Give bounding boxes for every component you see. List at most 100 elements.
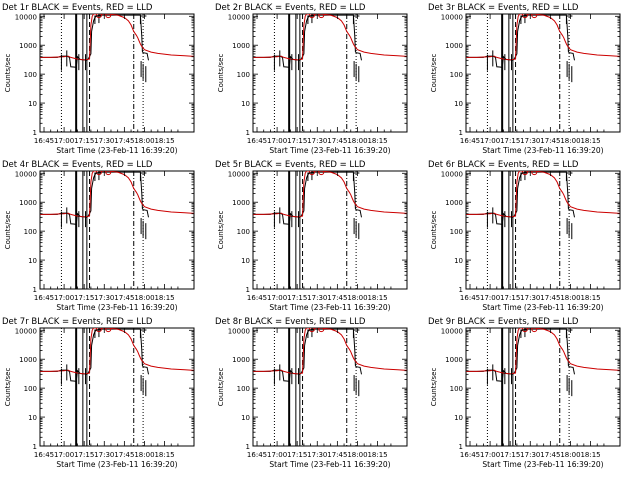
lld-circle-marker (521, 171, 528, 176)
x-tick-label: 17:45 (114, 137, 134, 145)
panel-title: Det 6r BLACK = Events, RED = LLD (428, 160, 579, 170)
x-tick-label: 17:00 (267, 451, 287, 459)
y-tick-label: 10000 (228, 170, 250, 178)
y-tick-label: 1 (33, 286, 37, 294)
y-axis-label: Counts/sec (4, 54, 12, 93)
x-tick-label: 17:30 (520, 137, 540, 145)
x-tick-label: 18:15 (154, 294, 174, 302)
lld-series-line (253, 328, 407, 375)
x-tick-label: 17:15 (287, 451, 307, 459)
x-tick-label: 18:15 (580, 451, 600, 459)
x-tick-label: 17:30 (520, 451, 540, 459)
chart-panel-2: Det 2r BLACK = Events, RED = LLD 1 10 100 10… (215, 3, 408, 155)
plot-area (40, 328, 194, 446)
x-tick-label: 17:45 (114, 451, 134, 459)
x-tick-label: 18:15 (367, 294, 387, 302)
x-tick-label: 18:00 (347, 451, 367, 459)
x-tick-label: 16:45 (460, 451, 480, 459)
plot-area (466, 328, 620, 446)
lld-series-line (253, 171, 407, 218)
plot-frame (465, 13, 621, 133)
x-tick-label: 17:45 (327, 294, 347, 302)
x-tick-label: 18:15 (367, 137, 387, 145)
x-tick-label: 17:15 (74, 294, 94, 302)
panel-title: Det 1r BLACK = Events, RED = LLD (2, 3, 153, 13)
x-tick-label: 16:45 (460, 294, 480, 302)
events-series-line (40, 328, 149, 383)
y-tick-label: 10000 (441, 327, 463, 335)
x-tick-label: 17:00 (54, 137, 74, 145)
plot-area (466, 14, 620, 132)
plot-area (253, 171, 407, 289)
x-tick-label: 17:00 (480, 137, 500, 145)
y-tick-label: 1000 (19, 356, 37, 364)
lld-circle-marker (531, 171, 538, 176)
top-bracket (94, 172, 101, 181)
y-tick-label: 1000 (445, 42, 463, 50)
y-axis-label: Counts/sec (4, 368, 12, 407)
panel-title: Det 7r BLACK = Events, RED = LLD (2, 317, 153, 327)
x-tick-label: 17:30 (94, 294, 114, 302)
y-tick-label: 100 (24, 228, 37, 236)
x-tick-label: 16:45 (460, 137, 480, 145)
lld-circle-marker (318, 171, 325, 176)
y-tick-label: 1000 (19, 199, 37, 207)
plot-frame (39, 13, 195, 133)
x-tick-label: 17:00 (480, 294, 500, 302)
x-tick-label: 18:00 (347, 137, 367, 145)
x-tick-label: 17:00 (267, 137, 287, 145)
y-tick-label: 10000 (228, 13, 250, 21)
y-tick-label: 1000 (232, 356, 250, 364)
x-tick-label: 18:00 (134, 451, 154, 459)
lld-series-line (466, 328, 620, 375)
x-tick-label: 18:00 (347, 294, 367, 302)
plot-frame (252, 170, 408, 290)
x-tick-label: 17:30 (94, 137, 114, 145)
x-tick-label: 17:15 (287, 294, 307, 302)
lld-circle-marker (95, 328, 102, 333)
y-tick-label: 10 (241, 414, 250, 422)
y-axis-label: Counts/sec (430, 211, 438, 250)
y-tick-label: 100 (24, 385, 37, 393)
lld-circle-marker (318, 14, 325, 19)
y-tick-label: 10 (28, 414, 37, 422)
lld-circle-marker (308, 328, 315, 333)
y-tick-label: 10 (28, 100, 37, 108)
x-tick-label: 17:30 (307, 137, 327, 145)
x-tick-label: 18:00 (560, 451, 580, 459)
x-tick-label: 17:00 (54, 294, 74, 302)
y-tick-label: 1 (33, 443, 37, 451)
lld-circle-marker (105, 328, 112, 333)
plot-frame (39, 170, 195, 290)
lld-series-line (466, 171, 620, 218)
panel-title: Det 5r BLACK = Events, RED = LLD (215, 160, 366, 170)
x-tick-label: 17:15 (500, 294, 520, 302)
y-tick-label: 1000 (19, 42, 37, 50)
lld-series-line (40, 171, 194, 218)
x-tick-label: 17:00 (480, 451, 500, 459)
plot-frame (465, 327, 621, 447)
x-tick-label: 17:00 (54, 451, 74, 459)
panel-title: Det 2r BLACK = Events, RED = LLD (215, 3, 366, 13)
y-tick-label: 1 (33, 129, 37, 137)
events-series-line (466, 171, 575, 226)
x-tick-label: 16:45 (34, 451, 54, 459)
y-tick-label: 10000 (441, 170, 463, 178)
events-series-line (253, 171, 362, 226)
y-tick-label: 10 (454, 257, 463, 265)
x-tick-label: 18:00 (560, 294, 580, 302)
y-tick-label: 10000 (228, 327, 250, 335)
panel-title: Det 4r BLACK = Events, RED = LLD (2, 160, 153, 170)
top-bracket (307, 329, 314, 338)
lld-circle-marker (95, 14, 102, 19)
x-tick-label: 17:30 (94, 451, 114, 459)
x-tick-label: 17:15 (74, 451, 94, 459)
x-tick-label: 18:15 (580, 137, 600, 145)
lld-circle-marker (105, 14, 112, 19)
chart-panel-4: Det 4r BLACK = Events, RED = LLD 1 10 100 10… (2, 160, 195, 312)
x-axis-label: Start Time (23-Feb-11 16:39:20) (269, 146, 390, 155)
x-axis-label: Start Time (23-Feb-11 16:39:20) (482, 146, 603, 155)
lld-series-line (466, 14, 620, 61)
x-axis-label: Start Time (23-Feb-11 16:39:20) (56, 146, 177, 155)
chart-panel-1: Det 1r BLACK = Events, RED = LLD 1 10 100 10… (2, 3, 195, 155)
